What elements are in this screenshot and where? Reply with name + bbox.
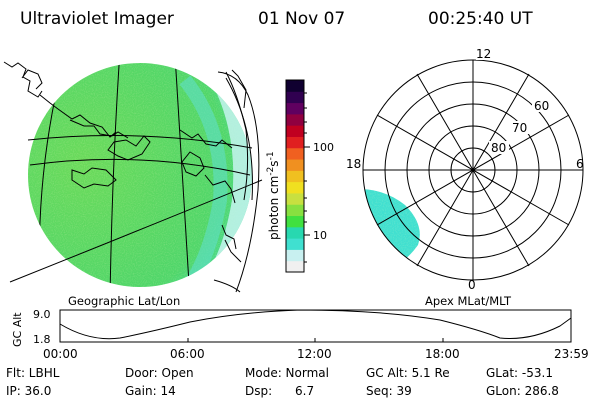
timeline-xtick-1200: 12:00 xyxy=(297,347,332,361)
info-glat: GLat: -53.1 xyxy=(486,366,553,380)
colorbar: 100 10 photon cm-2s-1 xyxy=(266,79,334,273)
info-ip: IP: 36.0 xyxy=(6,384,52,398)
timeline-frame xyxy=(59,309,572,343)
polar-mlt-12: 12 xyxy=(476,47,491,61)
polar-lat-bg-60 xyxy=(532,99,552,112)
polar-mlt-18: 18 xyxy=(346,157,361,171)
colorbar-label-100: 100 xyxy=(313,141,334,154)
colorbar-unit-exp2: -1 xyxy=(266,151,276,160)
colorbar-cell xyxy=(286,102,304,115)
timeline-xtick-1800: 18:00 xyxy=(425,347,460,361)
geo-parallels xyxy=(9,135,263,283)
colorbar-cell xyxy=(286,226,304,239)
colorbar-cell xyxy=(286,113,304,126)
colorbar-unit: photon cm-2s-1 xyxy=(266,151,281,240)
colorbar-label-10: 10 xyxy=(313,229,327,242)
timeline-xticks xyxy=(59,338,572,342)
timeline-ymax: 9.0 xyxy=(33,308,51,321)
polar-label-bg-12 xyxy=(476,47,488,60)
polar-emission-texture xyxy=(363,189,420,269)
timeline-xtick-0600: 06:00 xyxy=(170,347,205,361)
colorbar-cell xyxy=(286,192,304,205)
colorbar-frame xyxy=(285,79,305,273)
polar-mlt-0: 0 xyxy=(468,278,476,292)
colorbar-cell xyxy=(286,181,304,194)
polar-grid xyxy=(362,59,584,281)
timeline-xtick-0000: 00:00 xyxy=(43,347,78,361)
polar-lat-bg-80 xyxy=(489,141,509,154)
colorbar-cell xyxy=(286,204,304,217)
colorbar-cell xyxy=(286,238,304,250)
polar-mlt-6: 6 xyxy=(576,157,584,171)
geo-right-outline xyxy=(213,71,260,293)
colorbar-unit-s: s xyxy=(267,160,281,166)
info-gain: Gain: 14 xyxy=(125,384,176,398)
info-seq: Seq: 39 xyxy=(366,384,412,398)
colorbar-cell xyxy=(286,260,304,273)
colorbar-minor-ticks xyxy=(304,92,307,263)
colorbar-cell xyxy=(286,91,304,104)
time-label: 00:25:40 UT xyxy=(428,9,533,29)
polar-lat-70: 70 xyxy=(512,121,527,135)
colorbar-unit-exp1: -2 xyxy=(266,167,276,176)
date-label: 01 Nov 07 xyxy=(258,9,346,29)
polar-panel-label: Apex MLat/MLT xyxy=(425,294,512,308)
colorbar-cell xyxy=(286,159,304,171)
colorbar-cells xyxy=(286,80,304,273)
colorbar-cell xyxy=(286,136,304,149)
timeline-ymin: 1.8 xyxy=(33,333,51,346)
colorbar-cell xyxy=(286,249,304,262)
geo-panel-label: Geographic Lat/Lon xyxy=(68,294,180,308)
info-gcalt: GC Alt: 5.1 Re xyxy=(366,366,450,380)
info-door: Door: Open xyxy=(125,366,194,380)
polar-lat-bg-70 xyxy=(510,121,530,134)
colorbar-cell xyxy=(286,170,304,183)
timeline-xtick-2359: 23:59 xyxy=(554,347,589,361)
info-dsp: Dsp: 6.7 xyxy=(245,384,315,398)
colorbar-cell xyxy=(286,125,304,137)
geo-edge-teal xyxy=(179,75,228,287)
geographic-panel xyxy=(3,61,263,287)
timeline-ylabel: GC Alt xyxy=(11,312,24,347)
geo-emission-texture xyxy=(28,63,252,287)
info-flt: Flt: LBHL xyxy=(6,366,60,380)
info-glon: GLon: 286.8 xyxy=(486,384,559,398)
colorbar-cell xyxy=(286,215,304,228)
polar-lat-60: 60 xyxy=(534,99,549,113)
polar-lat-80: 80 xyxy=(491,141,506,155)
colorbar-cell xyxy=(286,147,304,160)
instrument-title: Ultraviolet Imager xyxy=(20,9,174,29)
altitude-timeline: GC Alt 9.0 1.8 00:00 06:00 12:00 18:00 2… xyxy=(11,308,589,361)
colorbar-cell xyxy=(286,80,304,92)
colorbar-unit-base: photon cm xyxy=(267,176,281,240)
info-mode: Mode: Normal xyxy=(245,366,329,380)
polar-panel: 12 6 0 18 60 70 80 xyxy=(346,47,584,292)
timeline-altitude-curve xyxy=(59,309,572,340)
